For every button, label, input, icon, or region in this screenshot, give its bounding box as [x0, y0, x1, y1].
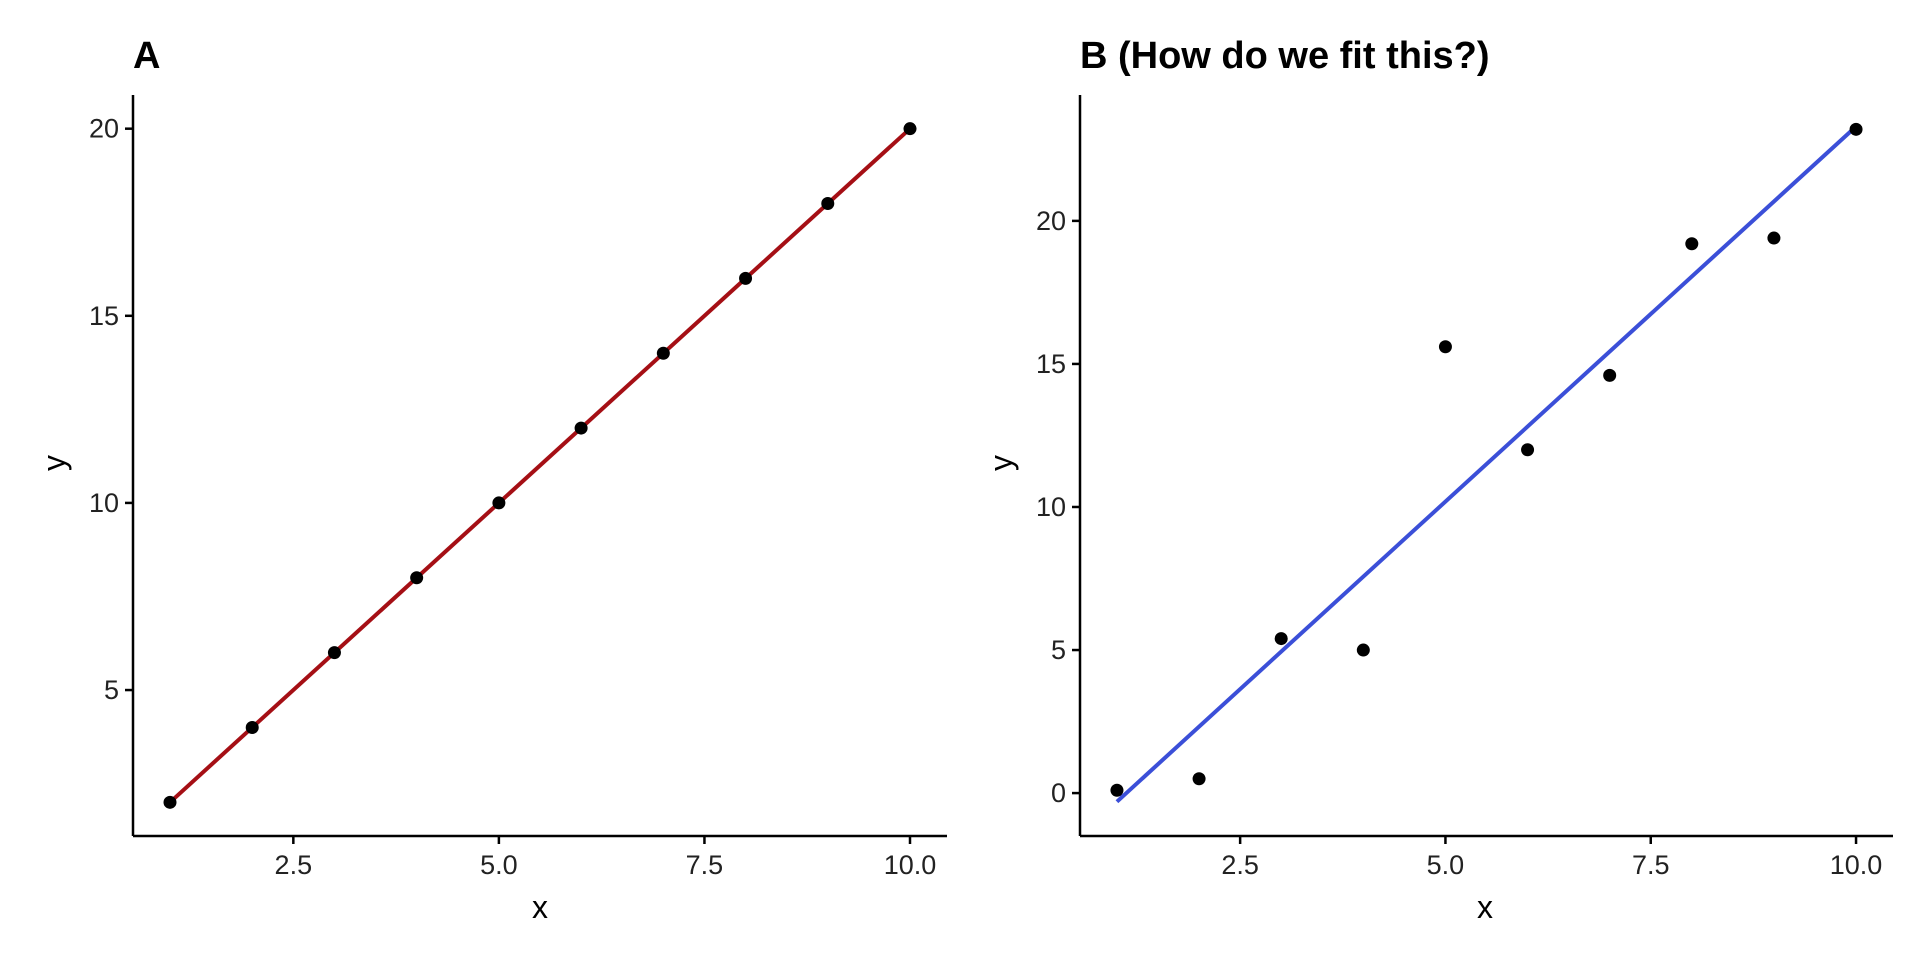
- panel-b-x-tick-label: 10.0: [1830, 850, 1883, 880]
- panel-a-x-tick-label: 2.5: [275, 850, 313, 880]
- panel-a-data-point: [163, 795, 177, 809]
- panel-b-x-axis-title: x: [1477, 889, 1493, 925]
- panel-b-data-point: [1603, 368, 1617, 382]
- panel-a-fit-line: [168, 127, 912, 804]
- panel-b-data-point: [1274, 632, 1288, 646]
- panel-b-y-tick-label: 15: [1036, 349, 1066, 379]
- panel-a-x-tick-label: 10.0: [884, 850, 937, 880]
- panel-b-y-tick-label: 20: [1036, 206, 1066, 236]
- panel-a: A 2.5 5.0 7.5 10.0 5 10 15 20 x y: [36, 35, 947, 925]
- panel-b-plot-area: 2.5 5.0 7.5 10.0 0 5 10 15 20: [1036, 95, 1893, 880]
- panel-b-data-point: [1110, 783, 1124, 797]
- panel-b-data-point: [1356, 643, 1370, 657]
- panel-a-data-point: [656, 346, 670, 360]
- panel-a-data-point: [327, 646, 341, 660]
- panel-b-data-point: [1438, 340, 1452, 354]
- panel-a-data-point: [821, 197, 835, 211]
- panel-b-fit-line: [1115, 124, 1858, 804]
- panel-b-data-point: [1685, 237, 1699, 251]
- panel-a-title: A: [133, 35, 160, 77]
- panel-a-y-tick-label: 10: [89, 488, 119, 518]
- panel-a-data-point: [903, 122, 917, 136]
- panel-b-y-tick-label: 0: [1051, 778, 1066, 808]
- panel-a-data-point: [245, 720, 259, 734]
- panel-a-x-tick-label: 7.5: [686, 850, 724, 880]
- panel-a-x-axis-title: x: [532, 889, 548, 925]
- panel-b: B (How do we fit this?) 2.5 5.0 7.5 10.0 0 5 1…: [983, 35, 1893, 925]
- panel-a-data-point: [410, 571, 424, 585]
- panel-a-data-point: [739, 271, 753, 285]
- panel-b-x-tick-label: 2.5: [1221, 850, 1259, 880]
- panel-b-data-point: [1192, 772, 1206, 786]
- panel-b-y-tick-label: 5: [1051, 635, 1066, 665]
- panel-b-y-axis-title: y: [983, 455, 1019, 471]
- panel-b-data-point: [1521, 443, 1535, 457]
- panel-b-data-point: [1849, 122, 1863, 136]
- panel-b-data-point: [1767, 231, 1781, 245]
- panel-a-plot-area: 2.5 5.0 7.5 10.0 5 10 15 20: [89, 95, 947, 880]
- panel-b-y-tick-label: 10: [1036, 492, 1066, 522]
- panel-a-y-tick-label: 20: [89, 114, 119, 144]
- panel-b-x-tick-label: 5.0: [1427, 850, 1465, 880]
- panel-b-x-tick-label: 7.5: [1632, 850, 1670, 880]
- panel-a-x-tick-label: 5.0: [480, 850, 518, 880]
- panel-a-y-tick-label: 5: [104, 675, 119, 705]
- panel-a-data-point: [492, 496, 506, 510]
- panel-a-y-tick-label: 15: [89, 301, 119, 331]
- panel-b-title: B (How do we fit this?): [1080, 35, 1490, 77]
- panel-a-data-point: [574, 421, 588, 435]
- panel-a-y-axis-title: y: [36, 455, 72, 471]
